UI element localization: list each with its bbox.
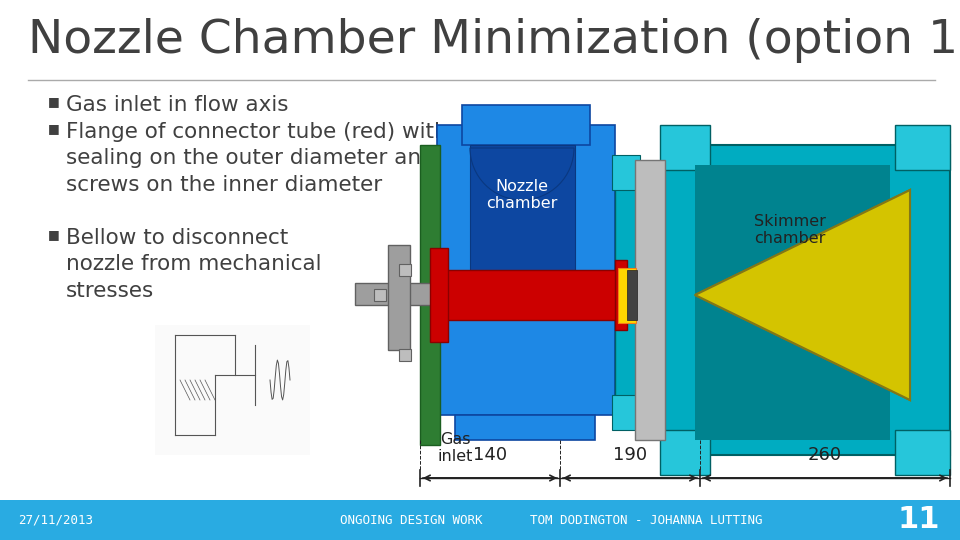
Text: 190: 190 [612, 446, 647, 464]
Bar [660, 430, 710, 475]
Text: ■: ■ [48, 95, 60, 108]
Text: Bellow to disconnect
nozzle from mechanical
stresses: Bellow to disconnect nozzle from mechani… [66, 228, 322, 301]
Bar [0, 500, 960, 540]
Bar [437, 125, 615, 415]
Text: 27/11/2013: 27/11/2013 [18, 514, 93, 526]
Bar [430, 248, 448, 342]
Bar [627, 270, 637, 320]
Bar [355, 283, 435, 305]
Text: Nozzle
chamber: Nozzle chamber [487, 179, 558, 211]
Bar [612, 155, 640, 190]
Text: 11: 11 [898, 505, 940, 535]
Bar [612, 395, 640, 430]
Bar [440, 270, 618, 320]
Text: TOM DODINGTON - JOHANNA LUTTING: TOM DODINGTON - JOHANNA LUTTING [530, 514, 762, 526]
Bar [895, 430, 950, 475]
Wedge shape [470, 148, 574, 200]
Bar [635, 160, 665, 440]
Text: ONGOING DESIGN WORK: ONGOING DESIGN WORK [340, 514, 483, 526]
Bar [695, 165, 890, 440]
Text: Skimmer
chamber: Skimmer chamber [754, 214, 826, 246]
Bar [660, 125, 710, 170]
Bar [420, 145, 440, 445]
Text: Gas
inlet: Gas inlet [438, 432, 472, 464]
Polygon shape [695, 190, 910, 400]
Polygon shape [695, 190, 910, 400]
Bar [388, 245, 410, 350]
Bar [470, 145, 575, 295]
Bar [399, 264, 411, 276]
Text: ■: ■ [48, 122, 60, 135]
Bar [155, 325, 310, 455]
Bar [615, 260, 627, 330]
Text: ■: ■ [48, 228, 60, 241]
Text: 260: 260 [808, 446, 842, 464]
Bar [455, 415, 595, 440]
Text: 140: 140 [473, 446, 507, 464]
Bar [462, 105, 590, 145]
Text: Nozzle Chamber Minimization (option 1): Nozzle Chamber Minimization (option 1) [28, 18, 960, 63]
Bar [374, 289, 386, 301]
Bar [895, 125, 950, 170]
Bar [615, 175, 637, 415]
Bar [665, 145, 950, 455]
Text: Gas inlet in flow axis: Gas inlet in flow axis [66, 95, 289, 115]
Text: Flange of connector tube (red) with
sealing on the outer diameter and
screws on : Flange of connector tube (red) with seal… [66, 122, 447, 195]
Bar [618, 268, 636, 323]
Bar [399, 349, 411, 361]
